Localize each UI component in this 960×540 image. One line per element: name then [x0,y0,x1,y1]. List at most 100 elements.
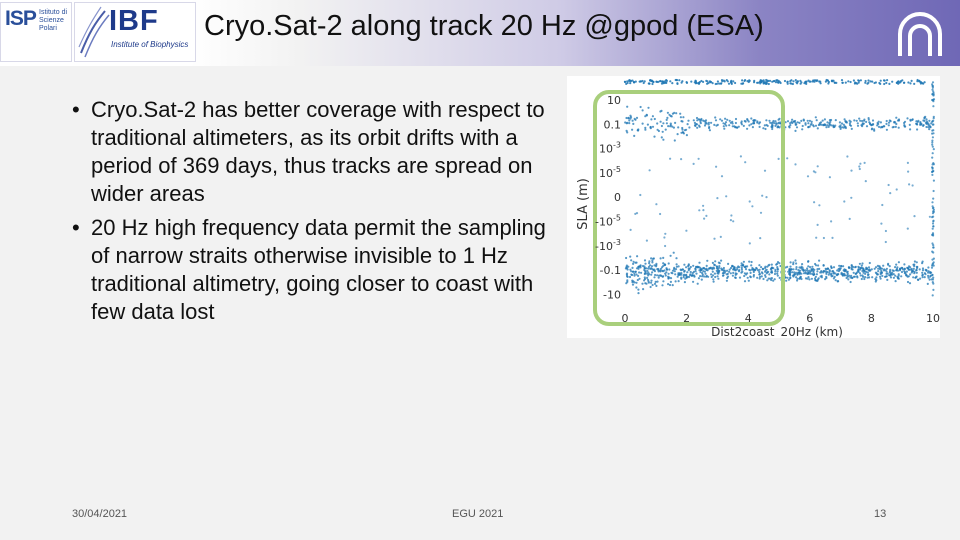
scatter-point [664,244,667,248]
scatter-point [843,200,846,203]
y-tick-label: -10 [603,288,621,301]
scatter-point [859,79,862,82]
scatter-point [662,270,665,273]
scatter-point [792,263,795,266]
scatter-point [637,274,640,277]
scatter-point [919,277,922,280]
scatter-point [912,267,915,270]
scatter-point [894,274,897,277]
scatter-point [640,271,643,274]
scatter-point [661,266,664,269]
scatter-point [931,201,934,204]
scatter-point [634,80,637,83]
scatter-point [694,79,697,82]
scatter-point [750,268,754,271]
scatter-point [865,270,868,274]
scatter-point [752,119,756,123]
scatter-point [641,122,644,125]
scatter-point [737,125,740,128]
scatter-point [705,264,708,267]
scatter-point [932,244,935,247]
scatter-point [650,118,653,121]
scatter-point [698,118,701,121]
scatter-point [928,278,931,281]
scatter-point [812,267,815,271]
scatter-point [766,279,769,282]
scatter-point [650,265,654,268]
scatter-point [876,264,879,267]
scatter-point [711,274,715,277]
scatter-point [635,116,639,119]
scatter-point [700,278,703,281]
scatter-point [646,123,649,126]
scatter-point [708,129,711,132]
scatter-point [789,261,792,264]
scatter-point [692,264,695,267]
scatter-point [869,80,872,83]
scatter-point [625,82,628,85]
scatter-point [887,262,890,265]
scatter-point [875,276,878,279]
scatter-point [637,267,640,270]
scatter-point [870,268,873,271]
scatter-point [785,279,788,282]
scatter-point [900,275,903,278]
scatter-point [776,270,779,273]
scatter-point [734,276,737,279]
scatter-point [649,126,652,129]
scatter-point [932,123,935,126]
scatter-point [756,269,760,272]
scatter-point [660,82,664,85]
scatter-point [675,265,678,268]
scatter-point [647,106,650,109]
scatter-point [817,264,820,267]
scatter-point [931,278,935,281]
scatter-point [753,79,756,82]
ibf-logo: IBF Institute of Biophysics [74,2,196,62]
scatter-point [626,105,629,108]
scatter-point [660,136,663,139]
scatter-point [707,121,710,124]
scatter-point [834,279,837,282]
scatter-point [740,120,743,123]
scatter-point [653,264,656,267]
scatter-point [774,270,777,273]
scatter-point [765,272,768,275]
footer-page-number: 13 [874,508,887,520]
scatter-point [721,80,724,83]
scatter-point [743,265,746,268]
scatter-point [881,274,884,277]
scatter-point [635,273,638,276]
scatter-point [657,276,660,279]
scatter-point [664,128,667,131]
scatter-point [856,275,859,278]
scatter-point [716,80,719,83]
scatter-point [895,188,898,191]
scatter-point [905,273,908,276]
scatter-point [894,125,897,128]
scatter-point [670,115,673,118]
scatter-point [865,125,869,128]
scatter-point [807,271,810,275]
scatter-point [864,272,867,275]
scatter-point [858,117,861,120]
scatter-point [741,264,744,267]
scatter-point [671,125,674,128]
scatter-point [798,266,801,269]
scatter-point [870,123,873,127]
scatter-point [759,79,762,82]
scatter-point [734,126,737,129]
scatter-point [923,276,926,279]
scatter-point [675,257,678,260]
scatter-point [663,236,666,239]
scatter-point [846,270,849,273]
scatter-point [690,80,693,83]
scatter-point [928,128,931,131]
x-tick-labels: 0 2 4 6 8 10 [622,312,941,325]
scatter-point [698,261,701,264]
scatter-point [818,204,821,207]
scatter-point [650,267,653,270]
scatter-point [692,162,695,165]
scatter-point [867,81,870,84]
scatter-point [885,119,888,123]
